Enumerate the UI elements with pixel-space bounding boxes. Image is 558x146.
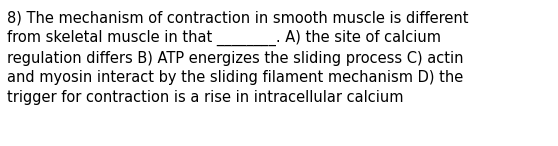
Text: 8) The mechanism of contraction in smooth muscle is different
from skeletal musc: 8) The mechanism of contraction in smoot… (7, 10, 469, 105)
